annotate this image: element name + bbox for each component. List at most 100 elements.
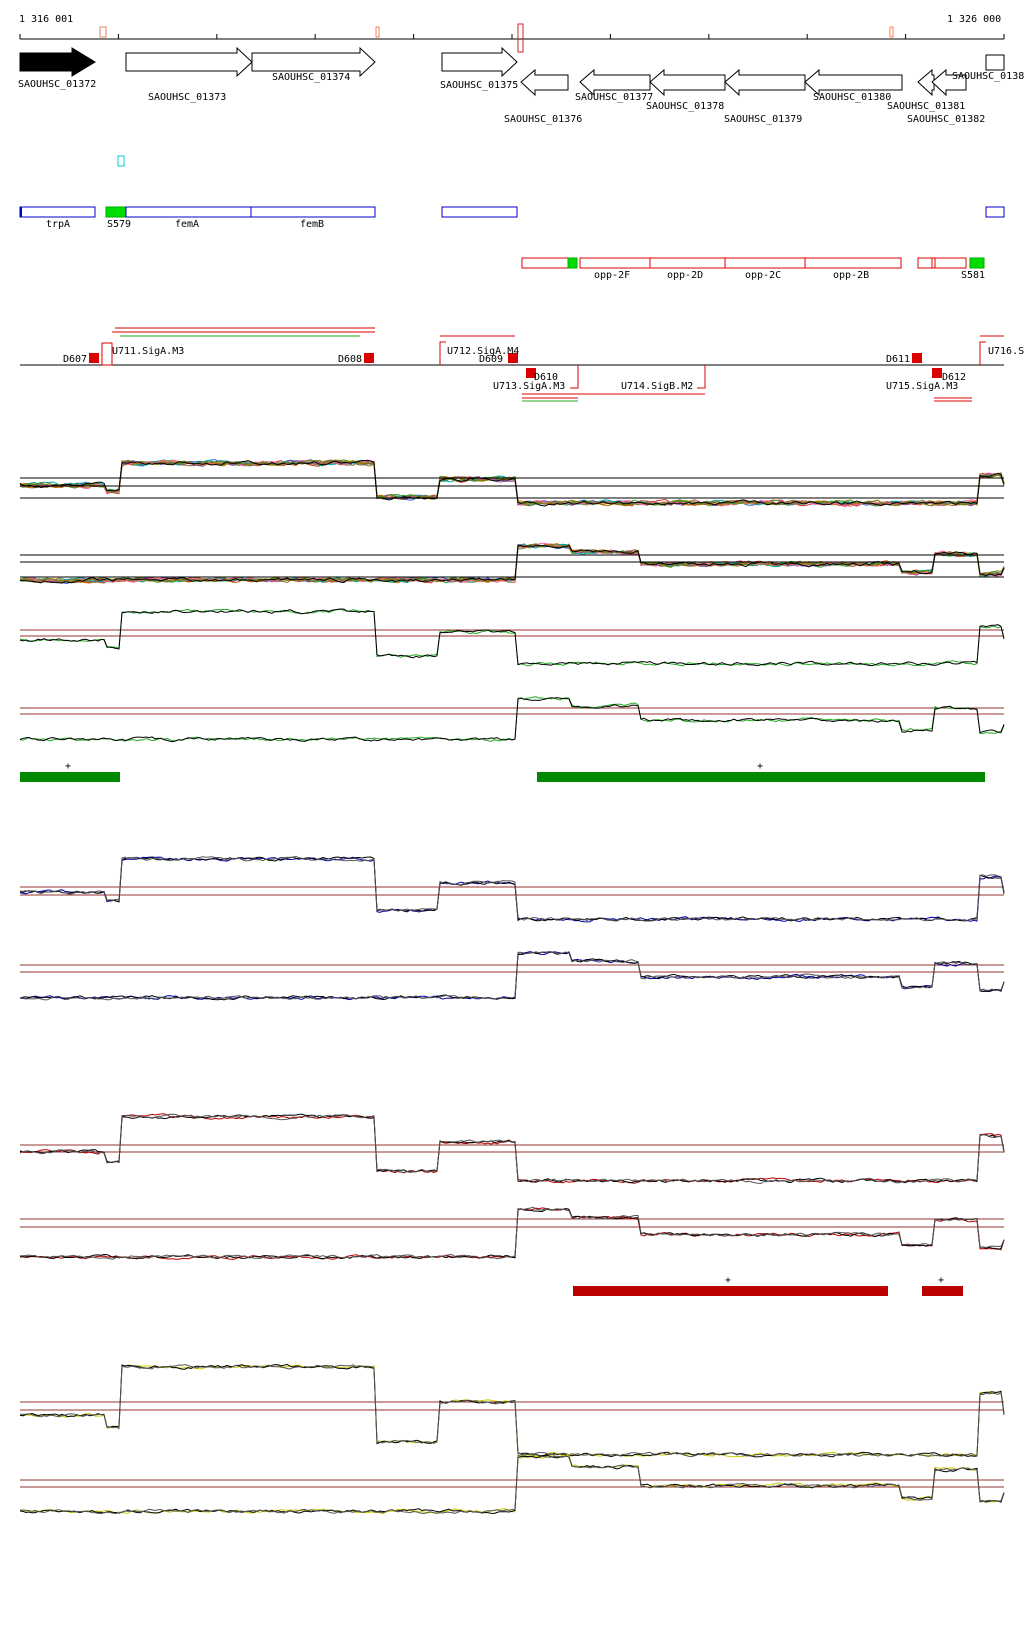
- segment-bar[interactable]: [922, 1286, 963, 1296]
- expression-trace: [19, 544, 1005, 584]
- feature-label-opp-2b: opp-2B: [833, 270, 869, 281]
- track-block: [19, 951, 1005, 1001]
- track-block: [19, 608, 1005, 667]
- element-label-u716: U716.S: [988, 346, 1024, 357]
- expression-trace: [19, 461, 1005, 507]
- gene-label: SAOUHSC_01379: [724, 114, 802, 125]
- expression-trace: [19, 1364, 1005, 1458]
- expression-trace: [19, 459, 1005, 507]
- element-block[interactable]: [912, 353, 922, 363]
- element-block[interactable]: [526, 368, 536, 378]
- track-block: [19, 459, 1005, 507]
- feature-label-s579: S579: [107, 219, 131, 230]
- track-block: [19, 696, 1005, 743]
- feature-box: [20, 207, 22, 217]
- feature-box[interactable]: [521, 257, 571, 269]
- gene-saouhsc-01379[interactable]: SAOUHSC_01379: [724, 68, 806, 125]
- element-label-d608: D608: [338, 354, 362, 365]
- feature-box-highlight[interactable]: [567, 257, 578, 269]
- expression-trace: [19, 1208, 1005, 1260]
- expression-trace: [19, 1113, 1005, 1184]
- feature-label-opp-2d: opp-2D: [667, 270, 703, 281]
- feature-box[interactable]: [917, 257, 933, 269]
- feature-box[interactable]: [931, 257, 967, 269]
- feature-label-trpa: trpA: [46, 219, 70, 230]
- track-block: [19, 1363, 1005, 1458]
- expression-trace: [19, 1113, 1005, 1184]
- track-block: [19, 855, 1005, 923]
- expression-trace: [19, 459, 1005, 507]
- feature-box[interactable]: [19, 206, 96, 218]
- expression-trace: [19, 951, 1005, 1001]
- expression-trace: [20, 1206, 1005, 1260]
- feature-box[interactable]: [724, 257, 806, 269]
- feature-label-opp-2f: opp-2F: [594, 270, 630, 281]
- gene-saouhsc-01376[interactable]: SAOUHSC_01376: [504, 68, 582, 125]
- cyan-marker: [117, 155, 125, 167]
- feature-box[interactable]: [985, 206, 1005, 218]
- feature-box-highlight[interactable]: [969, 257, 985, 269]
- gene-saouhsc-01382[interactable]: SAOUHSC_01382: [907, 114, 985, 125]
- expression-trace: [19, 460, 1005, 507]
- feature-label-fema: femA: [175, 219, 199, 230]
- expression-trace: [20, 951, 1005, 1001]
- feature-box[interactable]: [125, 206, 252, 218]
- coord-end-label: 1 326 000: [947, 14, 1001, 25]
- gene-saouhsc-0138x[interactable]: SAOUHSC_0138: [952, 54, 1024, 82]
- segment-bar[interactable]: [20, 772, 120, 782]
- gene-saouhsc-01381[interactable]: SAOUHSC_01381: [887, 68, 967, 112]
- element-block[interactable]: [508, 353, 518, 363]
- segment-mark: +: [938, 1275, 944, 1286]
- gene-label: SAOUHSC_01377: [575, 92, 653, 103]
- feature-box[interactable]: [804, 257, 902, 269]
- feature-box[interactable]: [441, 206, 518, 218]
- element-label-u715: U715.SigA.M3: [886, 381, 958, 392]
- gene-saouhsc-01373[interactable]: SAOUHSC_01373: [125, 46, 253, 103]
- expression-tracks: [19, 459, 1005, 1515]
- track-block: [19, 1206, 1005, 1260]
- gene-saouhsc-01374[interactable]: SAOUHSC_01374: [251, 46, 376, 83]
- expression-trace: [20, 1453, 1005, 1515]
- segment-track-green: + +: [20, 761, 985, 782]
- element-track: D607 U711.SigA.M3 D608 U712.SigA.M4 D609…: [20, 327, 1024, 402]
- expression-trace: [19, 608, 1005, 667]
- coordinate-ruler: 1 316 001 1 326 000: [19, 14, 1005, 53]
- track-block: [19, 1113, 1005, 1185]
- gene-label: SAOUHSC_01382: [907, 114, 985, 125]
- expression-trace: [19, 1363, 1005, 1458]
- gene-saouhsc-01375[interactable]: SAOUHSC_01375: [440, 46, 518, 91]
- element-label-d611: D611: [886, 354, 910, 365]
- element-block[interactable]: [364, 353, 374, 363]
- feature-box[interactable]: [250, 206, 376, 218]
- gene-saouhsc-01372[interactable]: SAOUHSC_01372: [18, 47, 96, 90]
- element-label-u713: U713.SigA.M3: [493, 381, 565, 392]
- feature-box[interactable]: [579, 257, 651, 269]
- element-block[interactable]: [89, 353, 99, 363]
- expression-trace: [19, 459, 1005, 507]
- element-block[interactable]: [932, 368, 942, 378]
- gene-track: SAOUHSC_01372 SAOUHSC_01373 SAOUHSC_0137…: [18, 46, 1024, 125]
- expression-trace: [19, 1453, 1005, 1515]
- expression-trace: [19, 459, 1005, 507]
- element-block[interactable]: [101, 342, 113, 366]
- expression-trace: [19, 1113, 1005, 1185]
- element-label-d609: D609: [479, 354, 503, 365]
- gene-label: SAOUHSC_01374: [272, 72, 350, 83]
- track-block: [19, 1453, 1005, 1515]
- gene-label: SAOUHSC_01376: [504, 114, 582, 125]
- feature-box[interactable]: [649, 257, 726, 269]
- expression-trace: [19, 459, 1005, 507]
- minus-feature-track: opp-2F opp-2D opp-2C opp-2B S581: [521, 257, 985, 281]
- gene-saouhsc-01380[interactable]: SAOUHSC_01380: [804, 68, 903, 103]
- segment-bar[interactable]: [573, 1286, 888, 1296]
- feature-box-highlight[interactable]: [105, 206, 127, 218]
- segment-mark: +: [757, 761, 763, 772]
- element-label-d610: D610: [534, 372, 558, 383]
- gene-saouhsc-01377[interactable]: SAOUHSC_01377: [575, 68, 653, 103]
- expression-trace: [19, 697, 1005, 743]
- feature-label-opp-2c: opp-2C: [745, 270, 781, 281]
- gene-saouhsc-01378[interactable]: SAOUHSC_01378: [646, 68, 726, 112]
- gene-label: SAOUHSC_01372: [18, 79, 96, 90]
- segment-bar[interactable]: [537, 772, 985, 782]
